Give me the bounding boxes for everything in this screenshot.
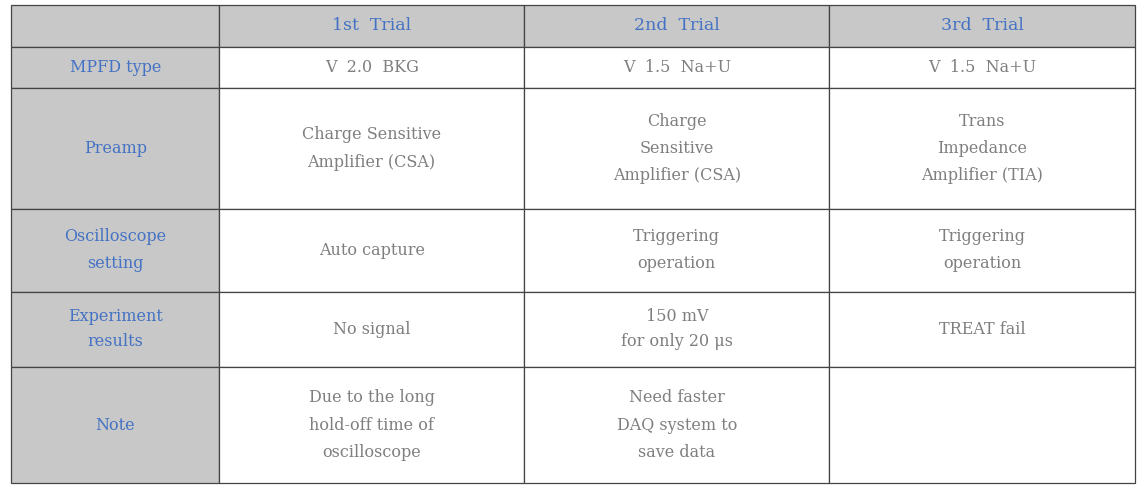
Text: MPFD type: MPFD type xyxy=(70,59,161,76)
Text: 150 mV
for only 20 μs: 150 mV for only 20 μs xyxy=(621,308,733,350)
Bar xyxy=(219,5,524,46)
Text: Charge
Sensitive
Amplifier (CSA): Charge Sensitive Amplifier (CSA) xyxy=(613,113,741,184)
Text: Triggering
operation: Triggering operation xyxy=(633,228,720,272)
Text: No signal: No signal xyxy=(333,321,410,338)
Bar xyxy=(219,367,524,483)
Bar xyxy=(219,46,524,88)
Bar xyxy=(829,88,1135,209)
Bar xyxy=(11,291,219,367)
Text: Charge Sensitive
Amplifier (CSA): Charge Sensitive Amplifier (CSA) xyxy=(302,126,441,171)
Text: 2nd  Trial: 2nd Trial xyxy=(634,17,720,34)
Bar xyxy=(829,291,1135,367)
Bar xyxy=(829,367,1135,483)
Text: Oscilloscope
setting: Oscilloscope setting xyxy=(64,228,166,272)
Bar xyxy=(11,5,219,46)
Bar xyxy=(524,291,829,367)
Text: Preamp: Preamp xyxy=(84,140,147,157)
Text: Experiment
results: Experiment results xyxy=(68,308,163,350)
Bar xyxy=(829,5,1135,46)
Text: 3rd  Trial: 3rd Trial xyxy=(941,17,1024,34)
Bar xyxy=(524,367,829,483)
Bar xyxy=(219,88,524,209)
Text: V  2.0  BKG: V 2.0 BKG xyxy=(325,59,419,76)
Text: 1st  Trial: 1st Trial xyxy=(332,17,411,34)
Bar xyxy=(11,46,219,88)
Bar xyxy=(11,88,219,209)
Text: Due to the long
hold-off time of
oscilloscope: Due to the long hold-off time of oscillo… xyxy=(309,389,435,461)
Text: Need faster
DAQ system to
save data: Need faster DAQ system to save data xyxy=(617,389,737,461)
Text: TREAT fail: TREAT fail xyxy=(939,321,1026,338)
Bar xyxy=(219,209,524,291)
Text: V  1.5  Na+U: V 1.5 Na+U xyxy=(623,59,731,76)
Bar xyxy=(524,209,829,291)
Bar xyxy=(524,5,829,46)
Bar xyxy=(11,209,219,291)
Text: Triggering
operation: Triggering operation xyxy=(939,228,1026,272)
Text: Note: Note xyxy=(95,417,135,434)
Bar xyxy=(829,209,1135,291)
Bar xyxy=(219,291,524,367)
Text: V  1.5  Na+U: V 1.5 Na+U xyxy=(927,59,1036,76)
Bar xyxy=(829,46,1135,88)
Bar xyxy=(524,46,829,88)
Bar xyxy=(524,88,829,209)
Text: Trans
Impedance
Amplifier (TIA): Trans Impedance Amplifier (TIA) xyxy=(921,113,1043,184)
Bar xyxy=(11,367,219,483)
Text: Auto capture: Auto capture xyxy=(318,242,425,259)
